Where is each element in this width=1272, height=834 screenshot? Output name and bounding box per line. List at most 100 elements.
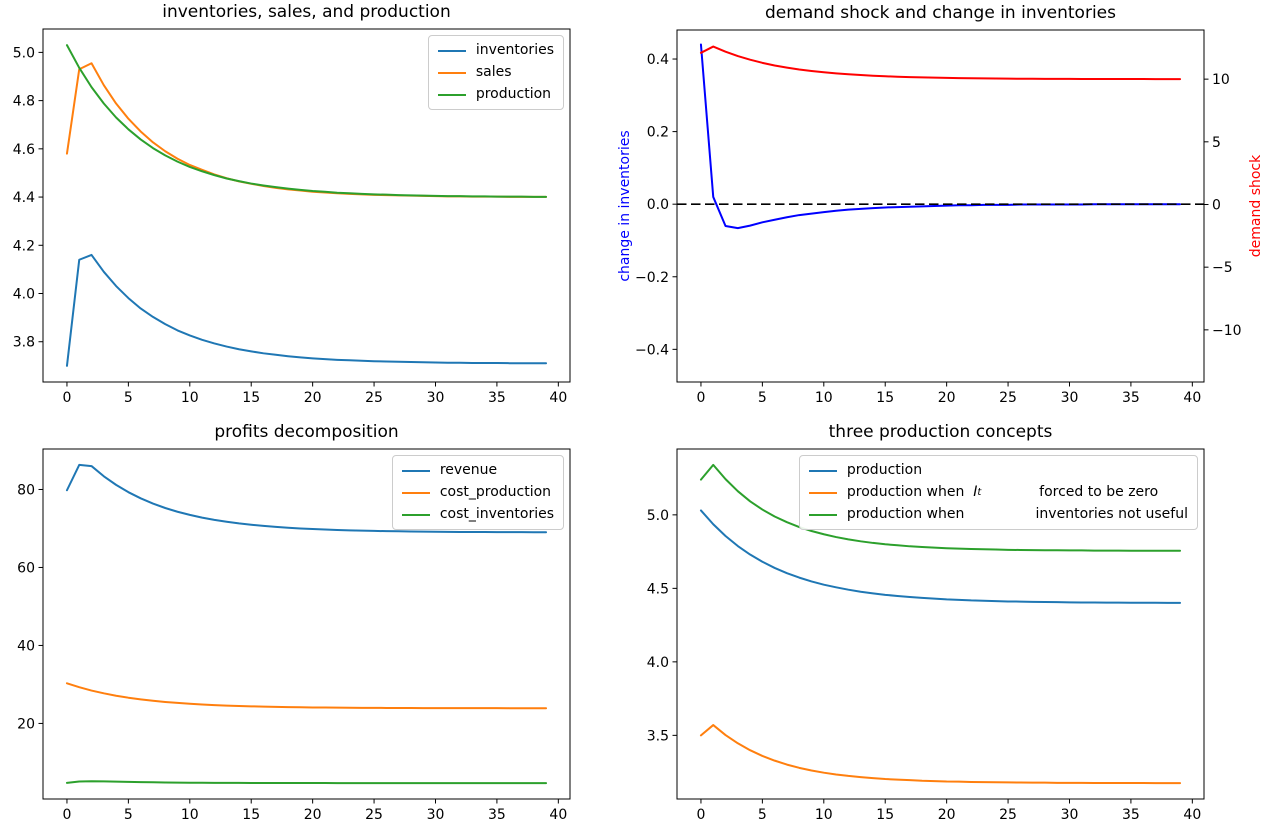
y-tick-label: 3.5 bbox=[647, 728, 669, 744]
series-cost-inventories bbox=[65, 780, 548, 785]
legend-label: production when bbox=[846, 506, 965, 522]
series-production-when-inventories-not-useful bbox=[699, 463, 1182, 552]
legend-profits-decomposition: revenue cost_production cost_inventories bbox=[391, 455, 564, 530]
y-tick-label: −0.2 bbox=[635, 270, 669, 286]
y-tick-label: 0.2 bbox=[647, 125, 669, 141]
legend-line-swatch bbox=[437, 71, 466, 74]
x-tick-label: 25 bbox=[365, 390, 383, 406]
x-tick-label: 35 bbox=[1122, 807, 1140, 823]
y-tick-label: 4.0 bbox=[13, 287, 35, 303]
x-tick-label: 30 bbox=[1061, 390, 1079, 406]
legend-item: cost_inventories bbox=[401, 506, 554, 523]
x-tick-label: 25 bbox=[365, 807, 383, 823]
x-tick-label: 0 bbox=[62, 807, 71, 823]
x-tick-label: 10 bbox=[815, 390, 833, 406]
x-tick-label: 15 bbox=[876, 390, 894, 406]
x-tick-label: 30 bbox=[1061, 807, 1079, 823]
y-tick-label: 20 bbox=[17, 716, 35, 732]
axes-spines bbox=[42, 28, 571, 383]
x-tick-label: 0 bbox=[62, 390, 71, 406]
y-tick-right-label: 5 bbox=[1212, 135, 1221, 151]
legend-label: forced to be zero bbox=[981, 484, 1159, 500]
legend-label: production bbox=[846, 462, 923, 478]
legend-label: production bbox=[475, 86, 552, 102]
y-tick-label: 4.2 bbox=[13, 238, 35, 254]
y-tick-label: 0.0 bbox=[647, 197, 669, 213]
legend-item: production when inventories not useful bbox=[808, 506, 1188, 523]
y-tick-label: 4.6 bbox=[13, 142, 35, 158]
subplot-inventories-sales-production: inventories, sales, and production 0 5 10 1… bbox=[13, 2, 571, 406]
series-cost-production bbox=[65, 682, 548, 710]
x-tick-label: 10 bbox=[815, 807, 833, 823]
x-tick-label: 0 bbox=[696, 807, 705, 823]
x-tick-label: 40 bbox=[1183, 807, 1201, 823]
x-tick-label: 10 bbox=[181, 390, 199, 406]
x-tick-label: 25 bbox=[999, 807, 1017, 823]
y-tick-label: 60 bbox=[17, 560, 35, 576]
plot-area-demand-shock: 0 5 10 15 20 25 30 35 40 −0.4 −0.2 0.0 0.2 0.4 −10 −5 0 5… bbox=[635, 29, 1242, 406]
legend-line-swatch bbox=[437, 93, 466, 96]
x-tick-label: 15 bbox=[242, 807, 260, 823]
axes-spines bbox=[42, 448, 571, 800]
plot-area-profits-decomposition: 0 5 10 15 20 25 30 35 40 20 40 60 80 bbox=[17, 448, 571, 823]
y-tick-right-label: −5 bbox=[1212, 260, 1233, 276]
x-tick-label: 15 bbox=[242, 390, 260, 406]
x-tick-label: 35 bbox=[1122, 390, 1140, 406]
y-tick-label: 4.4 bbox=[13, 190, 35, 206]
series-change-in-inventories bbox=[699, 43, 1182, 230]
legend-line-swatch bbox=[808, 513, 837, 516]
legend-line-swatch bbox=[808, 491, 837, 494]
y-tick-right-label: 0 bbox=[1212, 197, 1221, 213]
y-tick-right-label: −10 bbox=[1212, 323, 1242, 339]
legend-label: inventories bbox=[475, 42, 554, 58]
series-inventories bbox=[65, 253, 548, 367]
legend-item: production bbox=[808, 462, 1188, 479]
legend-label: inventories not useful bbox=[964, 506, 1188, 522]
legend-line-swatch bbox=[808, 469, 837, 472]
x-tick-label: 5 bbox=[124, 390, 133, 406]
y-tick-label: −0.4 bbox=[635, 342, 669, 358]
y-tick-label: 80 bbox=[17, 482, 35, 498]
legend-item: sales bbox=[437, 64, 554, 81]
x-tick-label: 20 bbox=[938, 390, 956, 406]
legend-item: revenue bbox=[401, 462, 554, 479]
x-tick-label: 40 bbox=[549, 807, 567, 823]
legend-line-swatch bbox=[437, 49, 466, 52]
legend-inventories-sales-production: inventories sales production bbox=[427, 35, 564, 110]
series-production bbox=[699, 509, 1182, 604]
x-tick-label: 35 bbox=[488, 390, 506, 406]
legend-label: cost_inventories bbox=[439, 506, 554, 522]
legend-label: sales bbox=[475, 64, 512, 80]
x-tick-label: 25 bbox=[999, 390, 1017, 406]
x-tick-label: 30 bbox=[427, 807, 445, 823]
subplot-profits-decomposition: profits decomposition 0 5 10 15 20 25 30 35 40 20… bbox=[17, 422, 571, 823]
x-tick-label: 5 bbox=[758, 390, 767, 406]
legend-line-swatch bbox=[401, 469, 430, 472]
x-tick-label: 5 bbox=[758, 807, 767, 823]
series-revenue bbox=[65, 463, 548, 534]
subplot-three-production-concepts: three production concepts 0 5 10 15 20 25 30 35… bbox=[647, 422, 1205, 823]
legend-label: cost_production bbox=[439, 484, 552, 500]
ylabel-demand-shock: demand shock bbox=[1248, 154, 1264, 258]
y-tick-label: 0.4 bbox=[647, 52, 669, 68]
chart-title-three-production-concepts: three production concepts bbox=[828, 422, 1053, 442]
legend-item: production bbox=[437, 86, 554, 103]
x-tick-label: 0 bbox=[696, 390, 705, 406]
legend-item: cost_production bbox=[401, 484, 554, 501]
legend-item: inventories bbox=[437, 42, 554, 59]
y-tick-label: 4.8 bbox=[13, 94, 35, 110]
series-production bbox=[65, 44, 548, 198]
plot-area-inventories-sales-production: 0 5 10 15 20 25 30 35 40 3.8 4.0 4.2 4.4 4.6 4.8 5.0 bbox=[13, 28, 571, 406]
y-tick-label: 4.0 bbox=[647, 655, 669, 671]
x-tick-label: 30 bbox=[427, 390, 445, 406]
math-subscript: t bbox=[977, 487, 982, 498]
chart-title-demand-shock: demand shock and change in inventories bbox=[765, 3, 1116, 23]
x-tick-label: 20 bbox=[938, 807, 956, 823]
x-tick-label: 20 bbox=[304, 390, 322, 406]
x-tick-label: 10 bbox=[181, 807, 199, 823]
legend-line-swatch bbox=[401, 491, 430, 494]
legend-label: production when bbox=[846, 484, 974, 500]
x-tick-label: 15 bbox=[876, 807, 894, 823]
